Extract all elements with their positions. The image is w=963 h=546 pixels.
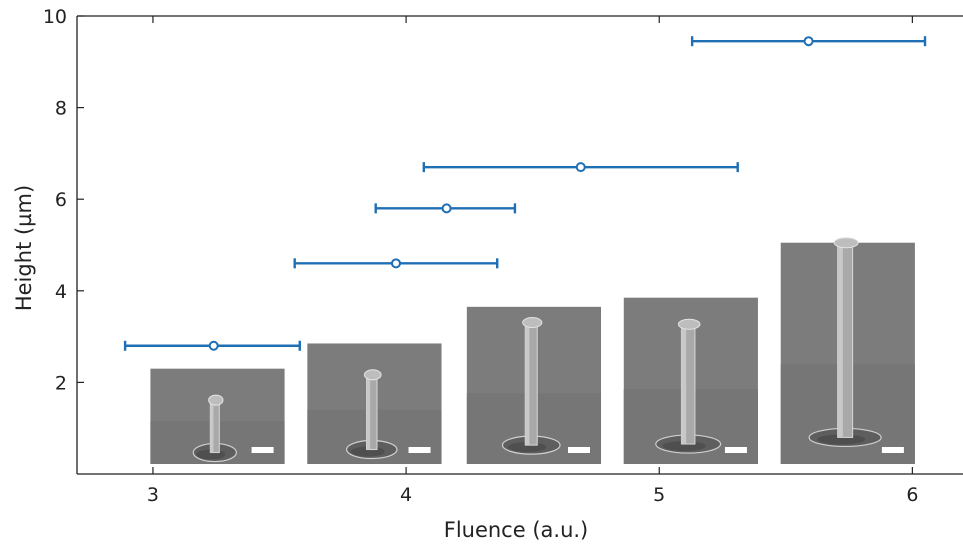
inset-image-5 (780, 237, 915, 464)
x-tick-label: 3 (147, 484, 159, 506)
data-point-3 (374, 203, 517, 214)
data-point-2 (293, 258, 499, 269)
pillar-tip (677, 318, 701, 330)
data-marker (390, 258, 401, 269)
pillar-highlight (837, 242, 843, 438)
data-point-1 (123, 340, 301, 351)
data-point-4 (422, 162, 739, 173)
y-axis-title: Height (µm) (12, 185, 36, 311)
data-marker (803, 36, 814, 47)
data-marker (575, 162, 586, 173)
data-point-5 (690, 36, 927, 47)
pillar-highlight (366, 374, 371, 450)
x-tick-label: 5 (653, 484, 665, 506)
inset-image-3 (466, 306, 602, 464)
scale-bar (724, 447, 747, 453)
y-tick-label: 10 (43, 6, 67, 28)
pillar-tip (363, 369, 382, 381)
scale-bar (881, 447, 904, 453)
x-tick-label: 4 (400, 484, 412, 506)
data-marker (208, 340, 219, 351)
pillar-highlight (210, 400, 214, 453)
inset-image-2 (307, 343, 442, 464)
scale-bar (251, 447, 274, 453)
y-tick-label: 4 (55, 281, 67, 303)
inset-image-4 (623, 297, 758, 464)
pillar-highlight (681, 324, 687, 445)
pillar-highlight (525, 322, 530, 446)
sem-inset-images (150, 237, 915, 464)
y-tick-label: 2 (55, 372, 67, 394)
data-points (123, 36, 927, 351)
pillar-tip (833, 237, 859, 249)
inset-image-1 (150, 368, 285, 464)
axes: 3 4 5 6 2 4 6 8 10 (43, 6, 963, 506)
y-tick-label: 6 (55, 189, 67, 211)
pillar-tip (522, 317, 543, 329)
scale-bar (408, 447, 431, 453)
x-axis-title: Fluence (a.u.) (444, 518, 589, 542)
x-tick-label: 6 (906, 484, 918, 506)
scale-bar (568, 447, 591, 453)
pillar-tip (208, 394, 224, 406)
y-tick-label: 8 (55, 98, 67, 120)
data-marker (441, 203, 452, 214)
